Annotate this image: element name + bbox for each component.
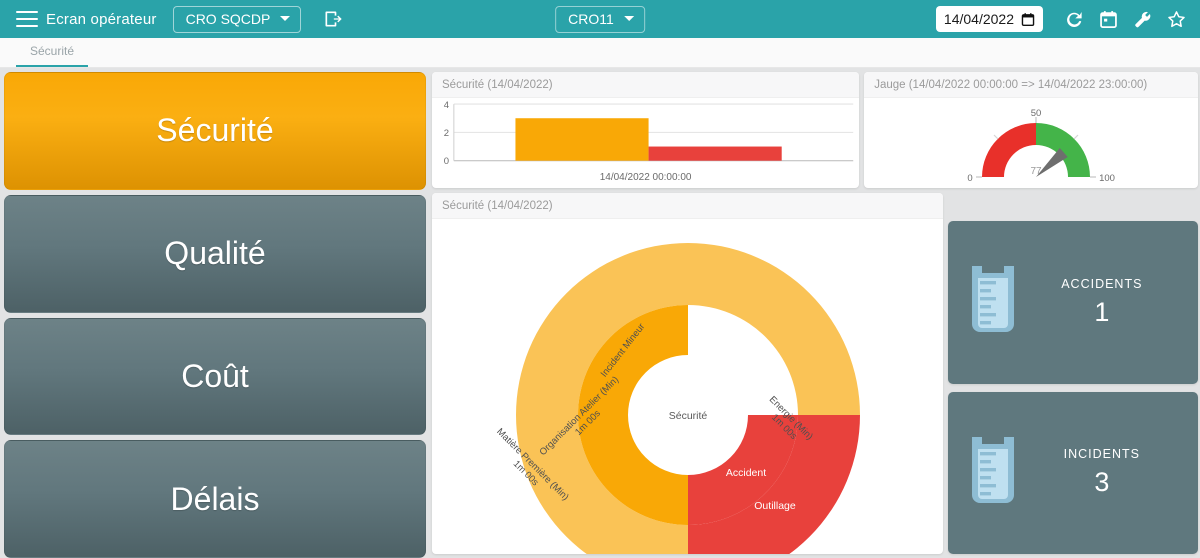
sidebar-item-delais[interactable]: Délais <box>4 440 426 558</box>
chevron-down-icon <box>623 16 634 21</box>
sidebar-item-cout[interactable]: Coût <box>4 317 426 436</box>
kpi-card-accidents-text: ACCIDENTS 1 <box>1024 277 1198 328</box>
sunburst-inner-accident[interactable] <box>688 415 798 525</box>
bar-chart-panel: Sécurité (14/04/2022) 4 <box>432 72 860 188</box>
sidebar-item-qualite[interactable]: Qualité <box>4 194 426 313</box>
gauge-panel: Jauge (14/04/2022 00:00:00 => 14/04/2022… <box>864 72 1198 188</box>
calendar-input-icon[interactable] <box>1021 12 1035 27</box>
y-tick-0: 0 <box>444 156 449 167</box>
kpi-card-list: ACCIDENTS 1 <box>947 193 1198 554</box>
sunburst-panel: Sécurité (14/04/2022) <box>432 193 943 554</box>
y-tick-2: 2 <box>444 128 449 139</box>
sunburst-outer-matiere[interactable] <box>516 415 688 554</box>
sunburst-center-hole <box>638 365 738 465</box>
kpi-card-accidents-label: ACCIDENTS <box>1061 276 1143 291</box>
date-input[interactable]: 14/04/2022 <box>935 6 1043 32</box>
sunburst-outer-organisation[interactable] <box>516 243 688 415</box>
star-icon[interactable] <box>1167 10 1186 29</box>
kpi-card-incidents-text: INCIDENTS 3 <box>1024 447 1198 498</box>
sidebar-item-securite[interactable]: Sécurité <box>4 72 426 190</box>
gauge-tick-100: 100 <box>1099 173 1115 184</box>
sunburst-outer-energie[interactable] <box>688 243 860 415</box>
kpi-card-incidents[interactable]: INCIDENTS 3 <box>947 391 1198 554</box>
bar-chart-body: 4 2 0 14/04/2022 00:00:00 <box>432 98 859 188</box>
refresh-icon[interactable] <box>1065 10 1084 29</box>
header-actions: 14/04/2022 <box>935 6 1190 32</box>
sunburst-label-accident: Accident <box>726 467 766 479</box>
kpi-card-accidents-value: 1 <box>1094 296 1110 327</box>
kpi-card-accidents[interactable]: ACCIDENTS 1 <box>947 221 1198 384</box>
gauge-value-label: 77 <box>1031 166 1043 177</box>
gauge-body: 50 0 100 77 <box>864 98 1198 188</box>
sunburst-center-label: Sécurité <box>669 410 708 422</box>
sunburst-outer-outillage[interactable] <box>688 415 860 554</box>
sunburst-inner-incident-mineur[interactable] <box>578 305 688 525</box>
machine-select-dropdown[interactable]: CRO11 <box>555 5 645 33</box>
sunburst-canvas[interactable]: Organisation Atelier (Min) 1m 00s Energi… <box>432 219 943 554</box>
bar-chart-x-label: 14/04/2022 00:00:00 <box>599 172 692 183</box>
sunburst-title: Sécurité (14/04/2022) <box>432 193 943 219</box>
gauge-title: Jauge (14/04/2022 00:00:00 => 14/04/2022… <box>864 72 1198 98</box>
app-title: Ecran opérateur <box>46 10 157 28</box>
top-header-bar: Ecran opérateur CRO SQCDP CRO11 14/04/20… <box>0 0 1200 38</box>
kpi-card-incidents-value: 3 <box>1094 467 1110 498</box>
gauge-tick-50: 50 <box>1031 108 1042 119</box>
login-icon[interactable] <box>323 9 343 29</box>
calendar-icon[interactable] <box>1099 10 1118 29</box>
tab-securite[interactable]: Sécurité <box>16 44 89 67</box>
wrench-icon[interactable] <box>1133 10 1152 29</box>
chevron-down-icon <box>280 16 291 21</box>
beaker-icon <box>971 436 1014 503</box>
module-select-dropdown[interactable]: CRO SQCDP <box>172 5 302 33</box>
workspace: Sécurité Qualité Coût Délais Sécurité (1… <box>0 68 1200 558</box>
svg-text:Accident: Accident <box>726 467 766 479</box>
gauge-tick-0: 0 <box>968 173 973 184</box>
sqcdp-nav: Sécurité Qualité Coût Délais <box>0 68 430 558</box>
machine-select-label: CRO11 <box>568 10 614 27</box>
svg-text:Outillage: Outillage <box>754 500 796 512</box>
beaker-icon <box>971 266 1014 333</box>
tab-strip: Sécurité <box>0 38 1200 68</box>
bar-chart-title: Sécurité (14/04/2022) <box>432 72 860 98</box>
y-tick-4: 4 <box>444 100 449 111</box>
hamburger-icon[interactable] <box>16 11 38 27</box>
dashboard-content: Sécurité (14/04/2022) 4 <box>430 68 1200 558</box>
gauge-canvas[interactable]: 50 0 100 77 <box>864 98 1198 188</box>
module-select-label: CRO SQCDP <box>185 10 271 27</box>
sunburst-body: Organisation Atelier (Min) 1m 00s Energi… <box>432 219 943 554</box>
date-input-value: 14/04/2022 <box>943 11 1014 27</box>
bar-chart-canvas[interactable]: 4 2 0 14/04/2022 00:00:00 <box>432 98 859 188</box>
dashboard-top-row: Sécurité (14/04/2022) 4 <box>430 68 1200 188</box>
kpi-card-incidents-label: INCIDENTS <box>1063 447 1141 462</box>
dashboard-bottom-row: Sécurité (14/04/2022) <box>430 188 1200 558</box>
sunburst-label-outillage: Outillage <box>754 500 796 512</box>
